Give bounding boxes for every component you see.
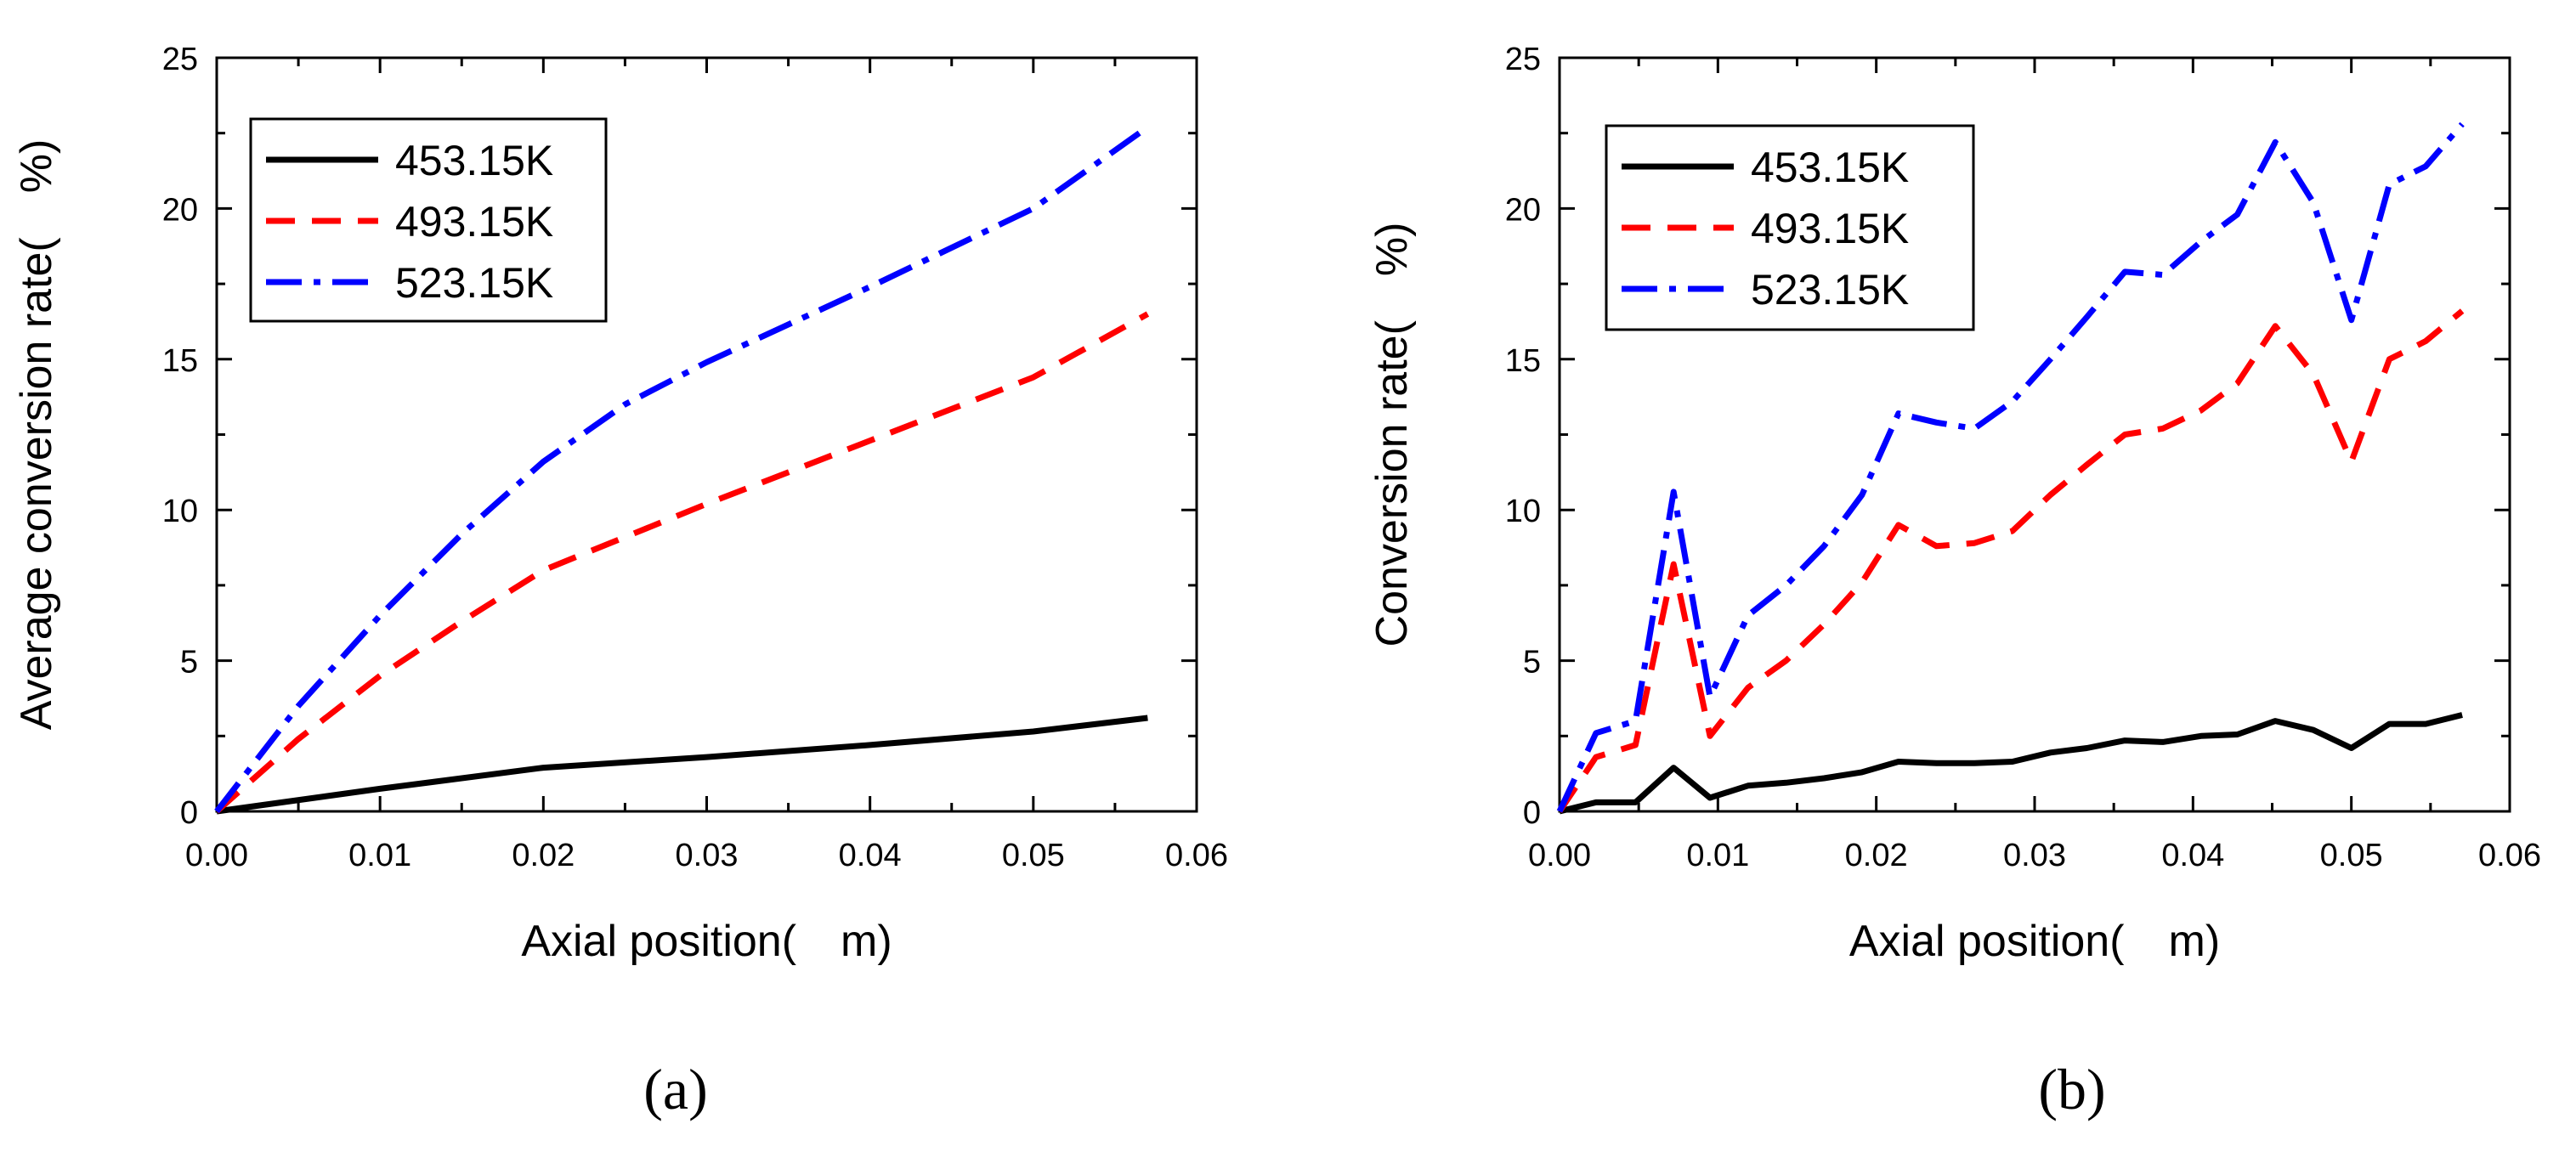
caption-b: (b) — [2038, 1057, 2105, 1121]
y-tick-label: 5 — [1523, 645, 1541, 681]
y-axis-title: Conversion rate( %) — [1367, 223, 1417, 647]
legend-label: 453.15K — [395, 137, 553, 184]
x-tick-label: 0.03 — [2003, 838, 2066, 873]
legend-label: 493.15K — [1751, 205, 1909, 252]
x-axis-title: Axial position( m) — [521, 917, 892, 966]
legend-label: 453.15K — [1751, 144, 1909, 191]
x-tick-label: 0.01 — [348, 838, 411, 873]
x-tick-label: 0.04 — [839, 838, 902, 873]
x-tick-label: 0.01 — [1686, 838, 1749, 873]
series-line-453-15k — [216, 715, 1148, 815]
caption-a: (a) — [643, 1057, 707, 1121]
legend-label: 523.15K — [1751, 266, 1909, 314]
y-tick-label: 25 — [162, 42, 198, 77]
x-tick-label: 0.06 — [1165, 838, 1228, 873]
x-tick-label: 0.06 — [2478, 838, 2541, 873]
series-line-453-15k — [1559, 712, 2463, 815]
series-line-523-15k — [214, 124, 1150, 814]
x-tick-label: 0.00 — [185, 838, 248, 873]
x-tick-label: 0.00 — [1528, 838, 1591, 873]
y-tick-label: 5 — [180, 645, 198, 681]
y-tick-label: 15 — [1505, 343, 1541, 379]
chart-panel-a: (a) 0.00 0.01 0.02 0.03 0.04 0.05 0.06 0 5 10 15 20… — [12, 42, 1228, 1121]
y-tick-label: 10 — [1505, 494, 1541, 529]
x-tick-label: 0.05 — [1002, 838, 1065, 873]
series-line-493-15k — [1557, 308, 2465, 813]
y-tick-label: 0 — [1523, 795, 1541, 831]
y-tick-label: 10 — [162, 494, 198, 529]
y-tick-label: 20 — [162, 192, 198, 228]
y-tick-label: 15 — [162, 343, 198, 379]
legend-box — [249, 117, 608, 323]
x-tick-label: 0.02 — [1845, 838, 1908, 873]
x-tick-label: 0.02 — [512, 838, 575, 873]
y-tick-label: 25 — [1505, 42, 1541, 77]
y-axis-title: Average conversion rate( %) — [12, 139, 61, 731]
legend-label: 523.15K — [395, 259, 553, 307]
y-tick-label: 20 — [1505, 192, 1541, 228]
series-line-493-15k — [214, 311, 1150, 814]
chart-panel-b: (b) 0.00 0.01 0.02 0.03 0.04 0.05 0.06 0 5 10 15 20… — [1367, 42, 2541, 1121]
legend-label: 493.15K — [395, 198, 553, 246]
x-tick-label: 0.05 — [2320, 838, 2383, 873]
x-tick-label: 0.04 — [2161, 838, 2224, 873]
x-tick-label: 0.03 — [676, 838, 739, 873]
y-tick-label: 0 — [180, 795, 198, 831]
x-axis-title: Axial position( m) — [1849, 917, 2220, 966]
